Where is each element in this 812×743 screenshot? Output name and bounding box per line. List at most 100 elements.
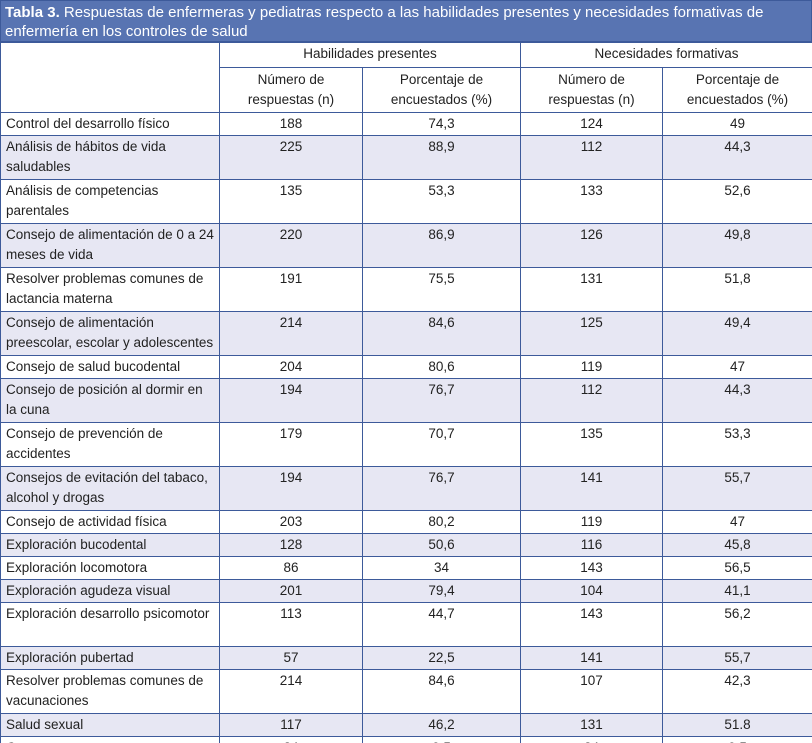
value-cell: 76,7 bbox=[362, 466, 521, 511]
row-label-cell: Exploración bucodental bbox=[0, 533, 220, 557]
row-label-cell: Consejo de posición al dormir en la cuna bbox=[0, 378, 220, 423]
table-row: Consejos de evitación del tabaco, alcoho… bbox=[0, 466, 812, 511]
value-cell: 70,7 bbox=[362, 422, 521, 467]
value-cell: 47 bbox=[661, 510, 812, 534]
value-cell: 204 bbox=[219, 355, 363, 379]
value-cell: 75,5 bbox=[362, 267, 521, 312]
table-row: Otros249,5249,5 bbox=[0, 736, 812, 743]
table-row: Resolver problemas comunes de lactancia … bbox=[0, 267, 812, 312]
table-row: Consejo de salud bucodental 204 80,6 119 47 bbox=[0, 355, 812, 379]
table-row: Control del desarrollo físico 188 74,3 124 4… bbox=[0, 112, 812, 136]
value-cell: 133 bbox=[520, 179, 663, 224]
table-row: Exploración desarrollo psicomotor 113 44,7… bbox=[0, 602, 812, 647]
value-cell: 49 bbox=[661, 112, 812, 136]
value-cell: 56,2 bbox=[661, 602, 812, 647]
data-table: Habilidades presentes Necesidades format… bbox=[0, 42, 812, 743]
value-cell: 86 bbox=[219, 556, 363, 580]
value-cell: 84,6 bbox=[362, 311, 521, 356]
value-cell: 74,3 bbox=[362, 112, 521, 136]
value-cell: 125 bbox=[520, 311, 663, 356]
table-row: Salud sexual 117 46,2 131 51.8 bbox=[0, 713, 812, 737]
row-label-cell: Exploración desarrollo psicomotor bbox=[0, 602, 220, 647]
table-row: Consejo de posición al dormir en la cuna… bbox=[0, 378, 812, 423]
value-cell: 203 bbox=[219, 510, 363, 534]
column-header: Número de respuestas (n) bbox=[520, 67, 663, 113]
value-cell: 51,8 bbox=[661, 267, 812, 312]
value-cell: 44,3 bbox=[661, 135, 812, 180]
row-label-cell: Consejo de salud bucodental bbox=[0, 355, 220, 379]
table-label: Tabla 3. bbox=[5, 4, 60, 21]
value-cell: 201 bbox=[219, 579, 363, 603]
value-cell: 84,6 bbox=[362, 669, 521, 714]
value-cell: 53,3 bbox=[362, 179, 521, 224]
value-cell: 88,9 bbox=[362, 135, 521, 180]
row-label-cell: Análisis de hábitos de vida saludables bbox=[0, 135, 220, 180]
group-header: Habilidades presentes bbox=[219, 42, 521, 68]
row-label-cell: Consejo de alimentación de 0 a 24 meses … bbox=[0, 223, 220, 268]
table-row: Consejo de alimentación de 0 a 24 meses … bbox=[0, 223, 812, 268]
empty-corner-cell bbox=[0, 42, 220, 113]
value-cell: 225 bbox=[219, 135, 363, 180]
value-cell: 131 bbox=[520, 713, 663, 737]
value-cell: 124 bbox=[520, 112, 663, 136]
value-cell: 9,5 bbox=[661, 736, 812, 743]
value-cell: 104 bbox=[520, 579, 663, 603]
row-label-cell: Salud sexual bbox=[0, 713, 220, 737]
value-cell: 107 bbox=[520, 669, 663, 714]
table-caption: Tabla 3. Respuestas de enfermeras y pedi… bbox=[0, 0, 812, 42]
value-cell: 188 bbox=[219, 112, 363, 136]
value-cell: 46,2 bbox=[362, 713, 521, 737]
value-cell: 214 bbox=[219, 311, 363, 356]
value-cell: 55,7 bbox=[661, 466, 812, 511]
value-cell: 194 bbox=[219, 466, 363, 511]
value-cell: 214 bbox=[219, 669, 363, 714]
column-header: Porcentaje de encuestados (%) bbox=[362, 67, 521, 113]
value-cell: 44,3 bbox=[661, 378, 812, 423]
row-label-cell: Análisis de competencias parentales bbox=[0, 179, 220, 224]
value-cell: 179 bbox=[219, 422, 363, 467]
value-cell: 143 bbox=[520, 602, 663, 647]
row-label-cell: Resolver problemas comunes de vacunacion… bbox=[0, 669, 220, 714]
value-cell: 9,5 bbox=[362, 736, 521, 743]
value-cell: 131 bbox=[520, 267, 663, 312]
value-cell: 79,4 bbox=[362, 579, 521, 603]
value-cell: 49,8 bbox=[661, 223, 812, 268]
table-row: Exploración pubertad 57 22,5 141 55,7 bbox=[0, 646, 812, 670]
value-cell: 56,5 bbox=[661, 556, 812, 580]
value-cell: 24 bbox=[219, 736, 363, 743]
value-cell: 52,6 bbox=[661, 179, 812, 224]
value-cell: 22,5 bbox=[362, 646, 521, 670]
table-row: Consejo de alimentación preescolar, esco… bbox=[0, 311, 812, 356]
row-label-cell: Consejo de alimentación preescolar, esco… bbox=[0, 311, 220, 356]
value-cell: 34 bbox=[362, 556, 521, 580]
value-cell: 141 bbox=[520, 466, 663, 511]
value-cell: 51.8 bbox=[661, 713, 812, 737]
value-cell: 126 bbox=[520, 223, 663, 268]
value-cell: 24 bbox=[520, 736, 663, 743]
value-cell: 86,9 bbox=[362, 223, 521, 268]
row-label-cell: Resolver problemas comunes de lactancia … bbox=[0, 267, 220, 312]
column-header: Número de respuestas (n) bbox=[219, 67, 363, 113]
row-label-cell: Consejos de evitación del tabaco, alcoho… bbox=[0, 466, 220, 511]
value-cell: 128 bbox=[219, 533, 363, 557]
value-cell: 80,2 bbox=[362, 510, 521, 534]
value-cell: 44,7 bbox=[362, 602, 521, 647]
row-label-cell: Otros bbox=[0, 736, 220, 743]
value-cell: 50,6 bbox=[362, 533, 521, 557]
value-cell: 76,7 bbox=[362, 378, 521, 423]
table-row: Análisis de hábitos de vida saludables 22… bbox=[0, 135, 812, 180]
group-header: Necesidades formativas bbox=[519, 42, 812, 68]
table-row: Exploración agudeza visual 201 79,4 104 41,1 bbox=[0, 579, 812, 603]
value-cell: 119 bbox=[520, 355, 663, 379]
value-cell: 47 bbox=[661, 355, 812, 379]
value-cell: 112 bbox=[520, 135, 663, 180]
value-cell: 57 bbox=[219, 646, 363, 670]
table-row: Consejo de prevención de accidentes 179 70… bbox=[0, 422, 812, 467]
table-row: Consejo de actividad física 203 80,2 119 47 bbox=[0, 510, 812, 534]
value-cell: 45,8 bbox=[661, 533, 812, 557]
table-row: Resolver problemas comunes de vacunacion… bbox=[0, 669, 812, 714]
value-cell: 49,4 bbox=[661, 311, 812, 356]
value-cell: 41,1 bbox=[661, 579, 812, 603]
table-title: Respuestas de enfermeras y pediatras res… bbox=[5, 4, 764, 40]
value-cell: 135 bbox=[219, 179, 363, 224]
